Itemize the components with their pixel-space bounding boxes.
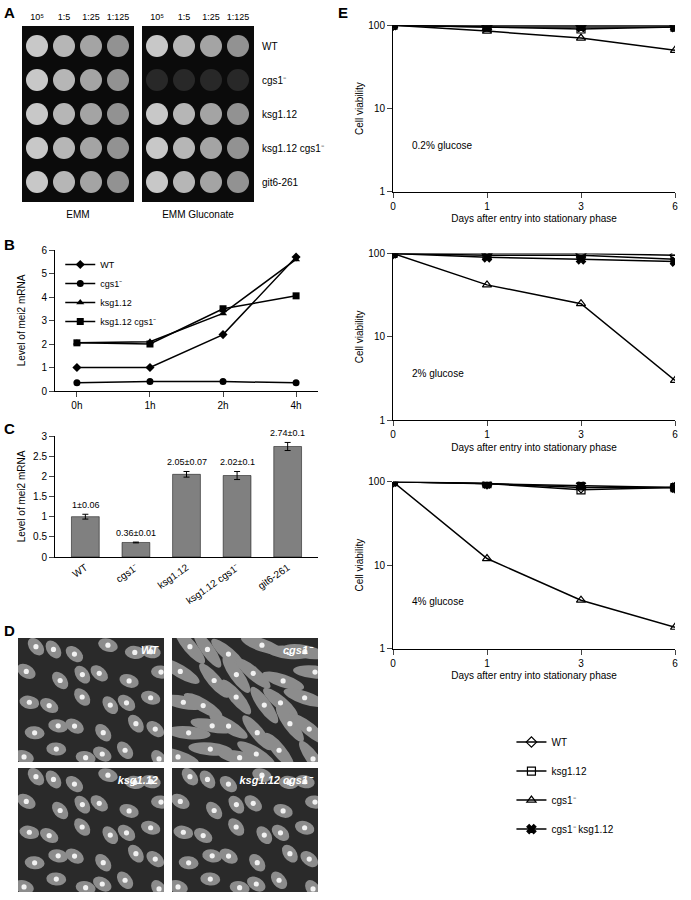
- svg-text:0: 0: [41, 386, 47, 397]
- svg-text:100: 100: [368, 476, 385, 487]
- svg-text:0h: 0h: [71, 400, 82, 411]
- svg-text:WT: WT: [262, 41, 278, 52]
- svg-text:1:125: 1:125: [107, 12, 130, 22]
- svg-text:10⁵: 10⁵: [30, 12, 44, 22]
- svg-text:1:5: 1:5: [58, 12, 71, 22]
- svg-text:1: 1: [379, 415, 385, 426]
- svg-text:Level of mei2 mRNA: Level of mei2 mRNA: [16, 274, 27, 366]
- svg-text:1:25: 1:25: [82, 12, 100, 22]
- svg-text:git6-261: git6-261: [256, 561, 292, 591]
- html-text:A: A: [4, 4, 15, 21]
- svg-text:1: 1: [484, 429, 490, 440]
- svg-text:1:25: 1:25: [202, 12, 220, 22]
- svg-text:2.74±0.1: 2.74±0.1: [270, 428, 305, 438]
- svg-text:Days after entry into stationa: Days after entry into stationary phase: [451, 213, 617, 224]
- svg-text:1±0.06: 1±0.06: [72, 500, 99, 510]
- svg-text:100: 100: [368, 248, 385, 259]
- svg-text:1: 1: [379, 186, 385, 197]
- svg-text:10: 10: [374, 103, 386, 114]
- svg-text:ksg1.12: ksg1.12: [100, 298, 132, 308]
- svg-text:0: 0: [41, 552, 47, 563]
- svg-text:2.5: 2.5: [33, 451, 47, 462]
- svg-text:git6-261: git6-261: [262, 177, 299, 188]
- svg-text:1:125: 1:125: [227, 12, 250, 22]
- svg-text:Days after entry into stationa: Days after entry into stationary phase: [451, 670, 617, 681]
- svg-text:EMM Gluconate: EMM Gluconate: [162, 209, 234, 220]
- svg-text:cgs1⁻: cgs1⁻: [100, 279, 122, 289]
- svg-text:4% glucose: 4% glucose: [412, 596, 464, 607]
- svg-text:ksg1.12: ksg1.12: [262, 109, 297, 120]
- svg-text:5: 5: [41, 268, 47, 279]
- svg-text:2% glucose: 2% glucose: [412, 368, 464, 379]
- svg-text:Cell viability: Cell viability: [354, 310, 365, 363]
- svg-text:10⁵: 10⁵: [150, 12, 164, 22]
- svg-text:2.05±0.07: 2.05±0.07: [167, 457, 207, 467]
- svg-text:ksg1.12 cgs1⁻: ksg1.12 cgs1⁻: [262, 143, 325, 154]
- svg-text:ksg1.12: ksg1.12: [551, 766, 586, 777]
- svg-text:6: 6: [672, 201, 678, 212]
- svg-text:3: 3: [41, 315, 47, 326]
- svg-text:ksg1.12: ksg1.12: [118, 774, 158, 786]
- svg-text:WT: WT: [551, 737, 567, 748]
- svg-text:cgs1⁻: cgs1⁻: [114, 561, 141, 584]
- svg-text:Cell viability: Cell viability: [354, 539, 365, 592]
- svg-text:1:5: 1:5: [178, 12, 191, 22]
- html-text:D: D: [4, 622, 15, 639]
- svg-text:3: 3: [578, 658, 584, 669]
- svg-text:1: 1: [484, 201, 490, 212]
- svg-text:1: 1: [379, 643, 385, 654]
- svg-text:0: 0: [390, 201, 396, 212]
- svg-text:4: 4: [41, 292, 47, 303]
- svg-text:100: 100: [368, 20, 385, 31]
- svg-text:WT: WT: [141, 644, 159, 656]
- svg-text:WT: WT: [70, 562, 89, 580]
- svg-text:Days after entry into stationa: Days after entry into stationary phase: [451, 442, 617, 453]
- svg-text:0.2% glucose: 0.2% glucose: [412, 140, 472, 151]
- svg-text:Level of mei2 mRNA: Level of mei2 mRNA: [16, 450, 27, 542]
- svg-text:ksg1.12 cgs1⁻: ksg1.12 cgs1⁻: [240, 774, 314, 786]
- html-text:C: C: [4, 420, 15, 437]
- svg-text:ksg1.12: ksg1.12: [156, 561, 191, 590]
- svg-text:ksg1.12 cgs1⁻: ksg1.12 cgs1⁻: [100, 317, 156, 327]
- html-text:E: E: [338, 4, 348, 21]
- svg-text:1: 1: [484, 658, 490, 669]
- svg-text:10: 10: [374, 331, 386, 342]
- svg-text:2: 2: [41, 339, 47, 350]
- svg-text:10: 10: [374, 560, 386, 571]
- svg-text:3: 3: [41, 431, 47, 442]
- svg-text:6: 6: [41, 245, 47, 256]
- svg-text:Cell viability: Cell viability: [354, 82, 365, 135]
- svg-text:0: 0: [390, 429, 396, 440]
- svg-text:1h: 1h: [144, 400, 155, 411]
- svg-text:2h: 2h: [217, 400, 228, 411]
- svg-text:3: 3: [578, 201, 584, 212]
- svg-text:WT: WT: [100, 260, 114, 270]
- svg-text:cgs1⁻: cgs1⁻: [262, 75, 287, 86]
- svg-text:cgs1⁻: cgs1⁻: [551, 795, 576, 806]
- svg-text:3: 3: [578, 429, 584, 440]
- svg-text:ksg1.12 cgs1⁻: ksg1.12 cgs1⁻: [184, 561, 242, 606]
- svg-text:2.02±0.1: 2.02±0.1: [220, 457, 255, 467]
- svg-text:6: 6: [672, 429, 678, 440]
- svg-text:2: 2: [41, 471, 47, 482]
- svg-text:EMM: EMM: [66, 209, 89, 220]
- svg-text:6: 6: [672, 658, 678, 669]
- svg-text:0: 0: [390, 658, 396, 669]
- svg-text:0.36±0.01: 0.36±0.01: [116, 528, 156, 538]
- svg-text:0.5: 0.5: [33, 531, 47, 542]
- svg-text:1: 1: [41, 362, 47, 373]
- svg-text:1.5: 1.5: [33, 491, 47, 502]
- svg-text:cgs1⁻ ksg1.12: cgs1⁻ ksg1.12: [551, 824, 613, 835]
- html-text:B: B: [4, 236, 15, 253]
- svg-text:cgs1⁻: cgs1⁻: [283, 644, 314, 656]
- svg-text:4h: 4h: [291, 400, 302, 411]
- svg-text:1: 1: [41, 511, 47, 522]
